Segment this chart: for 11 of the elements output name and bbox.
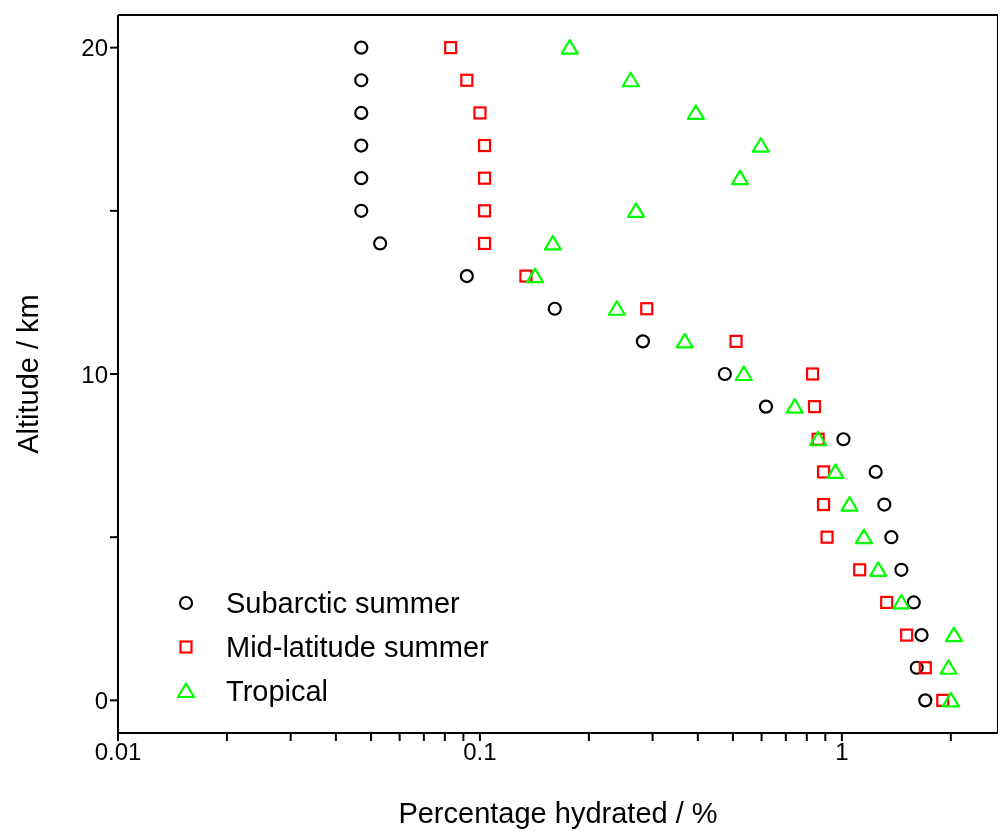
x-tick-label: 1: [835, 738, 849, 766]
y-axis-title: Altitude / km: [12, 294, 45, 454]
x-axis-title: Percentage hydrated / %: [398, 797, 718, 829]
legend-label: Tropical: [226, 674, 329, 709]
x-tick-label: 0.01: [94, 738, 142, 766]
y-tick-label: 20: [81, 34, 108, 62]
y-tick-label: 0: [94, 686, 108, 714]
y-tick-label: 10: [81, 360, 108, 388]
legend-label: Mid-latitude summer: [226, 630, 489, 665]
x-tick-label: 0.1: [463, 738, 497, 766]
legend-label: Subarctic summer: [226, 586, 460, 621]
